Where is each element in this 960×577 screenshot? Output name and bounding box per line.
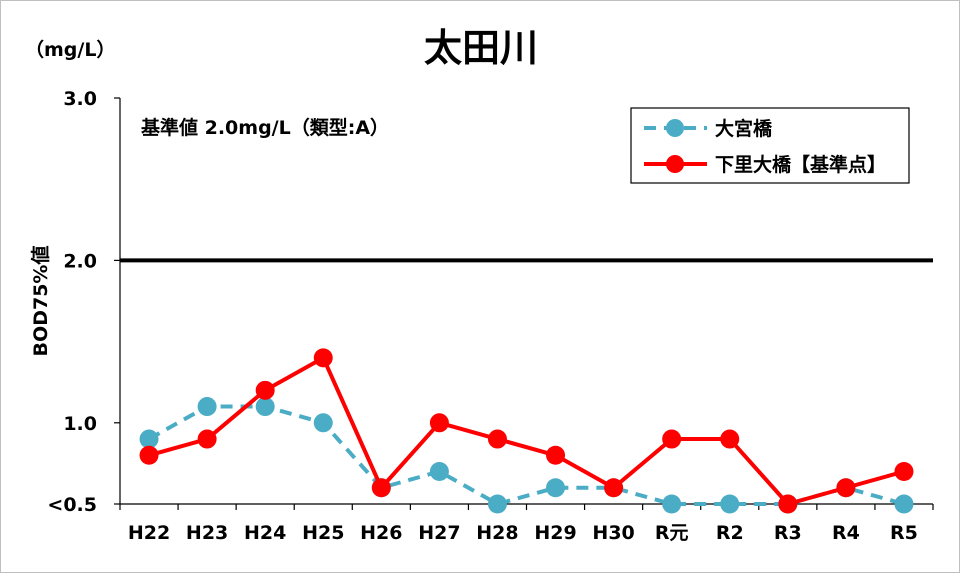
x-tick-label: R5 (890, 522, 918, 544)
data-point (662, 494, 682, 514)
data-point (197, 429, 217, 449)
x-tick-label: H23 (186, 522, 228, 544)
data-point (139, 445, 159, 465)
series-line (148, 404, 905, 506)
data-point (429, 462, 449, 482)
data-point (139, 429, 159, 449)
y-tick-label: 3.0 (63, 88, 97, 110)
y-ticks: <0.5 1.0 2.0 3.0 (47, 88, 120, 516)
data-point (255, 380, 275, 400)
y-tick-label: <0.5 (47, 494, 97, 516)
data-point (662, 429, 682, 449)
data-point (487, 429, 507, 449)
data-point (720, 494, 740, 514)
series-layer (139, 348, 914, 514)
data-point (894, 494, 914, 514)
data-point (546, 478, 566, 498)
data-point (197, 397, 217, 417)
x-tick-label: H26 (360, 522, 402, 544)
legend: 大宮橋 下里大橋【基準点】 (630, 107, 910, 184)
x-tick-label: H27 (418, 522, 460, 544)
series-line (148, 355, 905, 506)
data-point (255, 397, 275, 417)
legend-label-oomiya: 大宮橋 (715, 117, 773, 140)
x-tick-label: R4 (832, 522, 860, 544)
data-point (894, 462, 914, 482)
x-tick-label: H28 (476, 522, 518, 544)
x-tick-label: H22 (128, 522, 170, 544)
legend-marker-oomiya (666, 119, 684, 137)
data-point (546, 445, 566, 465)
x-tick-label: H29 (534, 522, 576, 544)
x-tick-label: H30 (592, 522, 634, 544)
x-ticks: H22 H23 H24 H25 H26 H27 H28 H29 H30 R元 R2 R3 R4 R5 (119, 504, 934, 544)
standard-label: 基準値 2.0mg/L（類型:A） (140, 116, 389, 139)
data-point (836, 478, 856, 498)
chart-title: 太田川 (424, 26, 538, 70)
data-point (313, 413, 333, 433)
x-tick-label: H24 (244, 522, 286, 544)
data-point (371, 478, 391, 498)
y-tick-label: 1.0 (63, 413, 97, 435)
data-point (778, 494, 798, 514)
data-point (604, 478, 624, 498)
x-tick-label: R2 (716, 522, 744, 544)
data-point (429, 413, 449, 433)
legend-label-shimosato: 下里大橋【基準点】 (715, 153, 886, 176)
y-tick-label: 2.0 (63, 250, 97, 272)
data-point (487, 494, 507, 514)
x-tick-label: R3 (774, 522, 802, 544)
x-tick-label: R元 (655, 522, 689, 544)
data-point (720, 429, 740, 449)
x-tick-label: H25 (302, 522, 344, 544)
unit-label: （mg/L） (25, 38, 115, 61)
data-point (313, 348, 333, 368)
y-axis-label: BOD75%値 (30, 246, 52, 357)
plot-area: 基準値 2.0mg/L（類型:A） (119, 98, 933, 505)
legend-marker-shimosato (666, 155, 684, 173)
